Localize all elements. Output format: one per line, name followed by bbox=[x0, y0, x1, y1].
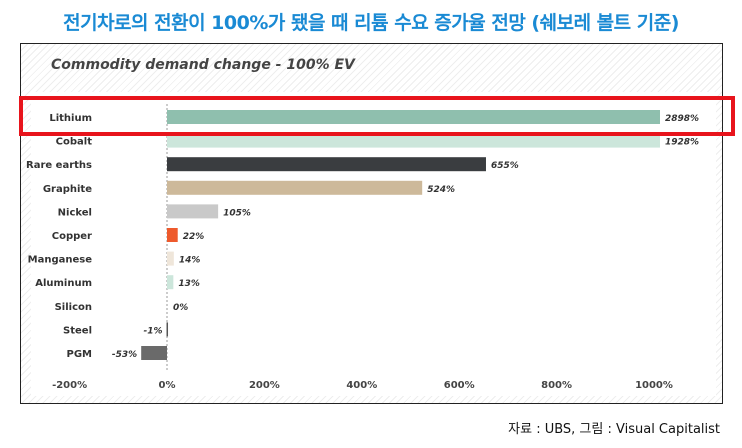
value-label-aluminum: 13% bbox=[178, 279, 200, 289]
category-label-steel: Steel bbox=[63, 325, 92, 336]
x-tick-label-0: -200% bbox=[52, 380, 87, 391]
x-tick-label-2: 200% bbox=[249, 380, 280, 391]
bar-nickel bbox=[167, 204, 219, 219]
category-label-aluminum: Aluminum bbox=[35, 278, 92, 289]
source-credit: 자료 : UBS, 그림 : Visual Capitalist bbox=[508, 422, 720, 437]
category-label-cobalt: Cobalt bbox=[56, 137, 93, 148]
highlight-box bbox=[19, 96, 735, 136]
value-label-cobalt: 1928% bbox=[665, 138, 699, 148]
value-label-steel: -1% bbox=[143, 326, 162, 336]
x-tick-label-1: 0% bbox=[159, 380, 176, 391]
value-label-copper: 22% bbox=[183, 232, 205, 242]
chart-title: Commodity demand change - 100% EV bbox=[51, 57, 355, 73]
category-label-rare-earths: Rare earths bbox=[26, 160, 92, 171]
category-label-manganese: Manganese bbox=[28, 255, 93, 266]
x-tick-label-4: 600% bbox=[444, 380, 475, 391]
value-label-manganese: 14% bbox=[179, 256, 201, 266]
bar-cobalt bbox=[167, 133, 660, 148]
x-tick-label-6: 1000% bbox=[635, 380, 673, 391]
category-label-lithium: Lithium bbox=[49, 113, 92, 124]
category-label-pgm: PGM bbox=[67, 349, 93, 360]
value-label-silicon: 0% bbox=[173, 303, 188, 313]
bar-copper bbox=[167, 228, 178, 242]
chart-frame: Commodity demand change - 100% EV bbox=[20, 43, 723, 404]
value-label-rare-earths: 655% bbox=[491, 161, 519, 171]
category-label-graphite: Graphite bbox=[43, 184, 92, 195]
bar-aluminum bbox=[167, 275, 174, 290]
value-label-lithium: 2898% bbox=[665, 114, 699, 124]
bar-graphite bbox=[167, 180, 423, 195]
category-label-copper: Copper bbox=[52, 231, 92, 242]
category-label-silicon: Silicon bbox=[55, 302, 92, 313]
bar-steel bbox=[166, 322, 169, 337]
value-label-pgm: -53% bbox=[112, 350, 137, 360]
bar-lithium bbox=[167, 110, 660, 124]
category-label-nickel: Nickel bbox=[58, 207, 92, 218]
x-tick-label-3: 400% bbox=[346, 380, 377, 391]
bar-rare-earths bbox=[167, 157, 486, 172]
bar-manganese bbox=[167, 251, 174, 266]
bar-pgm bbox=[141, 346, 167, 360]
headline: 전기차로의 전환이 100%가 됐을 때 리튬 수요 증가율 전망 (쉐보레 볼… bbox=[63, 12, 679, 34]
x-tick-label-5: 800% bbox=[541, 380, 572, 391]
value-label-nickel: 105% bbox=[223, 208, 251, 218]
value-label-graphite: 524% bbox=[427, 185, 455, 195]
